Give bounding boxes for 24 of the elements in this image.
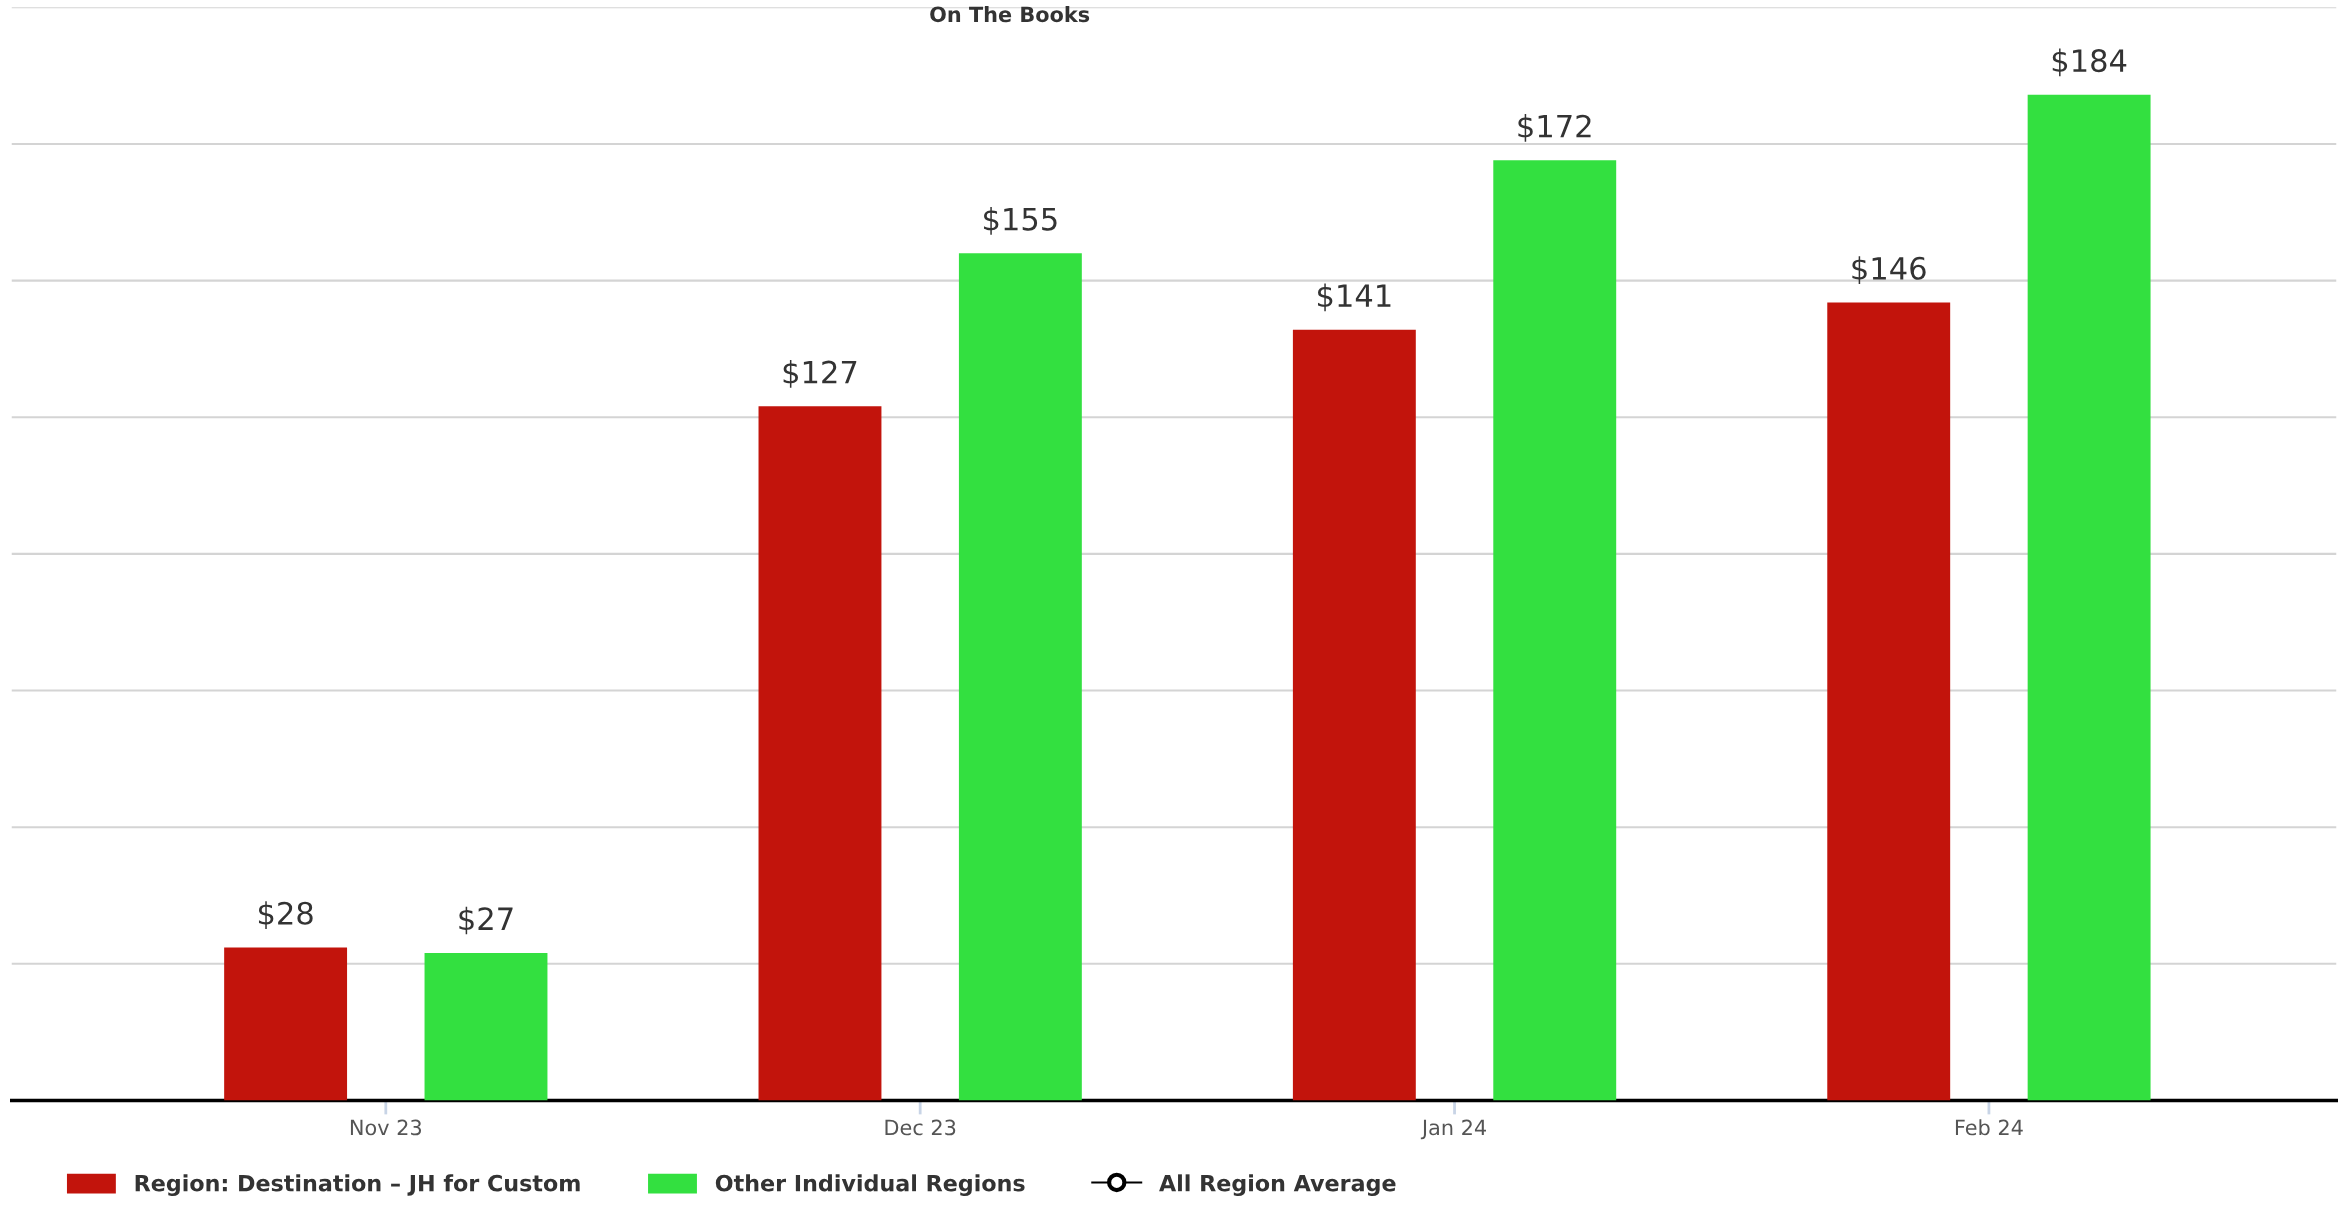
x-tick-label: Feb 24 [1955,1119,2023,1136]
data-label: $146 [1852,256,1926,284]
x-tick-label: Dec 23 [885,1119,956,1136]
bar [758,406,882,1101]
bar [958,253,1082,1101]
bar [2027,94,2151,1101]
chart-title: On The Books [930,6,1090,23]
bar [1292,329,1416,1101]
legend-label: Other Individual Regions [715,1174,1025,1196]
data-label: $172 [1518,114,1591,142]
data-label: $141 [1318,283,1391,312]
bar [224,947,348,1101]
x-tick-label: Nov 23 [350,1119,422,1136]
legend-label: All Region Average [1159,1174,1396,1196]
data-label: $28 [258,901,313,929]
bar [1827,302,1951,1101]
data-label: $155 [984,207,1057,235]
bar [1493,160,1617,1101]
legend-label: Region: Destination – JH for Custom [135,1174,580,1196]
data-label: $27 [459,906,513,935]
data-label: $184 [2052,48,2127,77]
data-label: $127 [783,360,857,388]
x-tick-label: Jan 24 [1420,1119,1486,1140]
bar [424,952,548,1101]
